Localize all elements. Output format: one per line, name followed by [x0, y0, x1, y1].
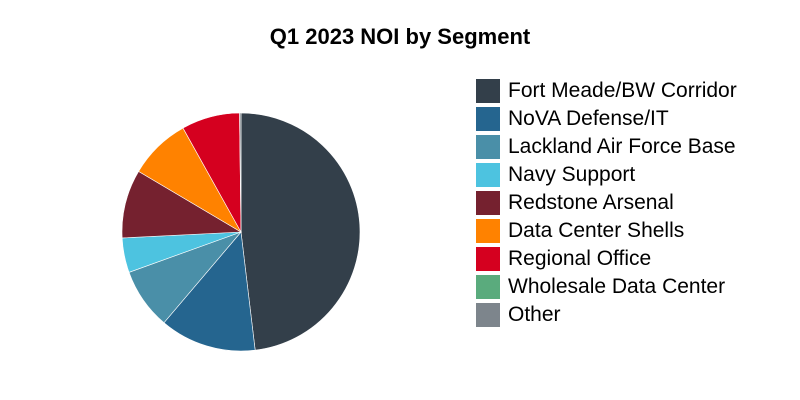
legend-label: Fort Meade/BW Corridor: [508, 79, 737, 102]
legend-label: Wholesale Data Center: [508, 275, 726, 298]
chart-title: Q1 2023 NOI by Segment: [269, 24, 531, 49]
legend-swatch: [476, 219, 500, 243]
legend-label: Lackland Air Force Base: [508, 135, 736, 158]
legend-item: Navy Support: [476, 161, 737, 189]
legend-swatch: [476, 107, 500, 131]
legend-item: Lackland Air Force Base: [476, 133, 737, 161]
legend-label: NoVA Defense/IT: [508, 107, 669, 130]
legend-item: Wholesale Data Center: [476, 273, 737, 301]
legend-swatch: [476, 135, 500, 159]
legend-swatch: [476, 247, 500, 271]
legend-item: Fort Meade/BW Corridor: [476, 77, 737, 105]
legend-item: Data Center Shells: [476, 217, 737, 245]
legend-item: Redstone Arsenal: [476, 189, 737, 217]
legend-swatch: [476, 191, 500, 215]
legend-label: Navy Support: [508, 163, 636, 186]
legend-swatch: [476, 163, 500, 187]
legend-item: Regional Office: [476, 245, 737, 273]
chart-legend: Fort Meade/BW Corridor NoVA Defense/IT L…: [476, 77, 737, 329]
legend-swatch: [476, 303, 500, 327]
pie-slice: [239, 112, 242, 233]
legend-label: Redstone Arsenal: [508, 191, 674, 214]
legend-label: Other: [508, 303, 561, 326]
legend-swatch: [476, 79, 500, 103]
legend-swatch: [476, 275, 500, 299]
legend-label: Data Center Shells: [508, 219, 685, 242]
legend-item: NoVA Defense/IT: [476, 105, 737, 133]
legend-item: Other: [476, 301, 737, 329]
pie-slice: [240, 112, 361, 351]
legend-label: Regional Office: [508, 247, 652, 270]
pie-slice: [163, 231, 256, 352]
